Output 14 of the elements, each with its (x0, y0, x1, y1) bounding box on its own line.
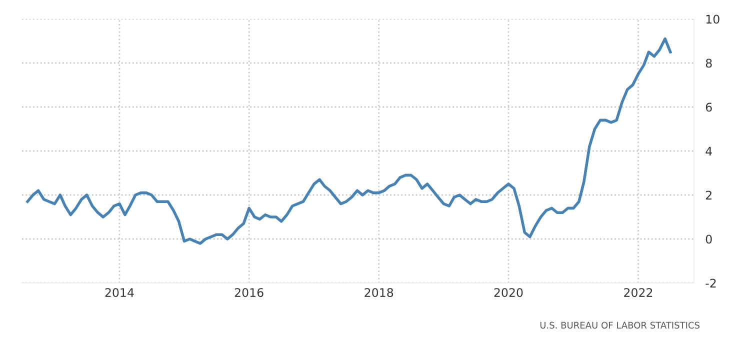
y-tick-label: 0 (706, 234, 712, 244)
x-tick-label: 2016 (234, 288, 264, 297)
x-tick-label: 2014 (105, 288, 134, 297)
x-tick-label: 2020 (494, 288, 523, 297)
y-tick-label: -2 (706, 278, 716, 288)
y-tick-label: 2 (706, 190, 712, 200)
x-tick-label: 2018 (364, 288, 394, 297)
x-tick-label: 2022 (624, 288, 652, 297)
line-series (26, 37, 672, 245)
y-tick-label: 8 (706, 58, 712, 68)
y-tick-label: 4 (706, 146, 712, 156)
y-tick-label: 10 (706, 14, 720, 24)
text: U.S. BUREAU OF LABOR STATISTICS (540, 322, 700, 329)
y-tick-label: 6 (706, 102, 712, 112)
